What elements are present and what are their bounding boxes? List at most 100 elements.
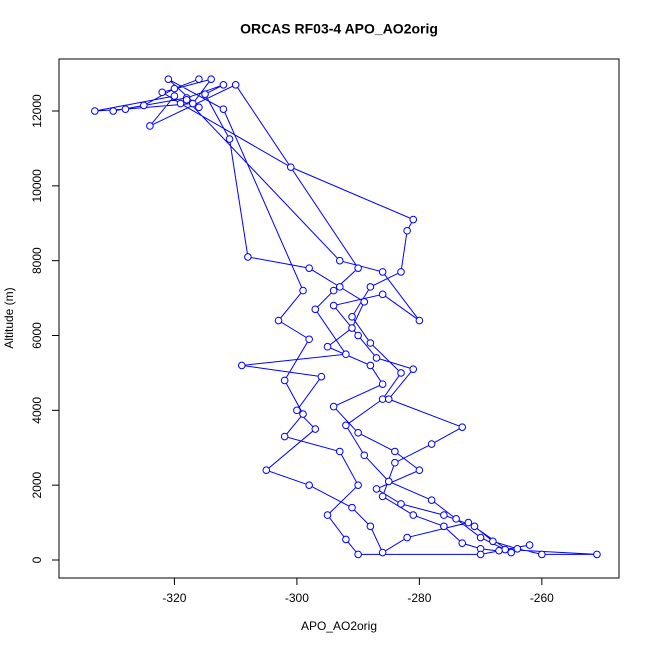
data-point xyxy=(366,522,375,531)
data-point xyxy=(342,421,350,430)
data-point xyxy=(311,425,320,433)
data-point xyxy=(244,253,252,261)
plot-frame xyxy=(58,58,620,579)
data-point xyxy=(409,365,418,373)
data-point xyxy=(354,550,362,559)
y-tick-label: 12000 xyxy=(30,94,44,128)
data-point xyxy=(360,298,369,306)
data-point xyxy=(440,511,448,519)
data-point xyxy=(372,354,381,362)
data-point xyxy=(427,440,436,448)
y-tick-label: 0 xyxy=(30,556,44,563)
data-point xyxy=(348,503,356,512)
data-point xyxy=(470,522,479,531)
data-point xyxy=(262,466,271,475)
data-point xyxy=(366,339,375,347)
data-point xyxy=(188,99,197,108)
data-point xyxy=(140,101,148,110)
data-point xyxy=(427,496,436,504)
x-tick-label: -320 xyxy=(162,591,186,605)
data-point xyxy=(158,88,166,97)
data-point xyxy=(323,342,332,351)
data-point xyxy=(415,466,424,475)
data-point xyxy=(384,477,393,486)
y-tick-label: 6000 xyxy=(30,322,44,349)
data-point xyxy=(342,535,350,544)
data-point xyxy=(231,81,240,89)
chart-title: ORCAS RF03-4 APO_AO2orig xyxy=(240,21,438,37)
data-point xyxy=(170,92,179,100)
data-point xyxy=(378,380,387,388)
data-point xyxy=(195,103,203,112)
data-point xyxy=(280,376,289,385)
data-point xyxy=(354,481,362,489)
data-point xyxy=(458,539,467,547)
x-tick-label: -260 xyxy=(530,591,554,605)
data-point xyxy=(329,286,338,295)
data-point xyxy=(146,122,154,130)
data-point xyxy=(299,286,307,295)
data-point xyxy=(476,533,485,542)
y-tick-label: 10000 xyxy=(30,169,44,203)
y-tick-label: 2000 xyxy=(30,472,44,499)
data-point xyxy=(366,361,375,370)
y-axis-label: Altitude (m) xyxy=(2,287,16,348)
data-point xyxy=(164,75,173,84)
data-point xyxy=(274,316,283,325)
data-point xyxy=(317,372,326,381)
data-point xyxy=(335,447,344,456)
data-point xyxy=(391,458,399,467)
data-point xyxy=(219,105,228,113)
data-point xyxy=(195,75,203,84)
y-tick-label: 4000 xyxy=(30,397,44,424)
y-tick-label: 8000 xyxy=(30,247,44,274)
data-point xyxy=(452,515,460,523)
data-point xyxy=(378,268,387,276)
data-point xyxy=(207,75,215,84)
data-point xyxy=(378,290,387,299)
data-point xyxy=(403,226,411,235)
data-point xyxy=(335,283,344,291)
data-point xyxy=(495,546,503,555)
data-point xyxy=(538,550,546,559)
data-point xyxy=(378,395,387,403)
data-point xyxy=(91,107,99,115)
data-point xyxy=(397,268,405,276)
data-point xyxy=(299,410,307,418)
data-point xyxy=(176,99,185,108)
data-point xyxy=(409,215,418,224)
data-point xyxy=(201,90,209,98)
data-point xyxy=(348,324,356,332)
data-point xyxy=(397,500,405,508)
data-point xyxy=(489,537,497,546)
data-point xyxy=(170,84,179,93)
data-point xyxy=(501,545,509,554)
data-point xyxy=(372,485,381,493)
data-point xyxy=(476,550,485,559)
data-point xyxy=(329,402,338,411)
data-point xyxy=(354,331,362,340)
data-point xyxy=(378,548,387,557)
data-point xyxy=(225,135,234,143)
data-point xyxy=(525,541,534,549)
data-point xyxy=(391,447,399,456)
data-point xyxy=(384,395,393,403)
data-point xyxy=(182,95,191,104)
data-point xyxy=(409,511,418,519)
data-point xyxy=(513,544,522,553)
data-point xyxy=(342,350,350,359)
data-point xyxy=(354,428,362,437)
x-tick-label: -300 xyxy=(285,591,309,605)
data-point xyxy=(329,301,338,310)
data-point xyxy=(305,481,313,489)
x-tick-label: -280 xyxy=(407,591,431,605)
x-axis-label: APO_AO2orig xyxy=(301,619,377,633)
data-point xyxy=(305,264,313,272)
data-point xyxy=(335,256,344,265)
data-point xyxy=(121,105,130,113)
data-point xyxy=(293,406,301,415)
data-point xyxy=(397,369,405,377)
data-point xyxy=(305,335,313,344)
data-point xyxy=(354,264,362,272)
